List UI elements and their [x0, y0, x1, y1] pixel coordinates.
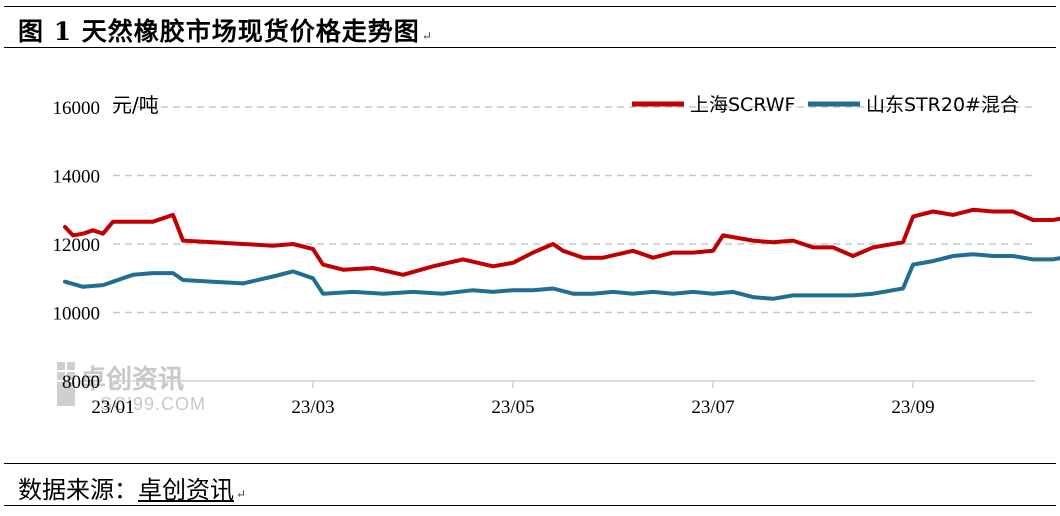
paragraph-mark-icon: ↵: [236, 487, 247, 501]
series-line-shandong: [63, 252, 1060, 301]
y-tick-label: 8000: [62, 372, 100, 393]
title-top-rule: [4, 6, 1056, 7]
legend: 上海SCRWF 山东STR20#混合: [632, 94, 1019, 116]
x-tick-label: 23/03: [291, 397, 334, 418]
watermark-logo-icon: [57, 362, 75, 406]
chart-title: 图 1 天然橡胶市场现货价格走势图: [18, 17, 420, 46]
paragraph-mark-icon: ↵: [421, 29, 433, 43]
y-tick-label: 10000: [53, 304, 101, 325]
x-tick-label: 23/01: [91, 397, 134, 418]
watermark: 卓创资讯 SCI99.COM: [57, 362, 206, 414]
title-bottom-rule: [4, 47, 1056, 48]
y-tick-label: 16000: [53, 98, 101, 119]
legend-label: 山东STR20#混合: [866, 94, 1019, 116]
footer-top-rule: [4, 463, 1056, 464]
x-axis-ticks: 23/0123/0323/0523/0723/0923/1124/0124/03…: [91, 397, 934, 418]
source-prefix: 数据来源：: [18, 476, 138, 504]
series-lines: [63, 207, 1060, 301]
chart-caption: 图 1 天然橡胶市场现货价格走势图 ↵: [18, 12, 433, 48]
y-axis-unit: 元/吨: [112, 93, 159, 117]
x-tick-label: 23/07: [691, 397, 734, 418]
source-link[interactable]: 卓创资讯: [138, 476, 234, 504]
watermark-brand: 卓创资讯: [80, 365, 184, 395]
data-source: 数据来源：卓创资讯 ↵: [18, 470, 246, 505]
x-tick-label: 23/05: [491, 397, 534, 418]
x-axis-tickmarks: [112, 381, 914, 388]
x-tick-label: 23/09: [891, 397, 934, 418]
y-axis-ticks: 8000 10000 12000 14000 16000: [53, 98, 101, 393]
footer-bottom-rule: [4, 505, 1056, 506]
y-tick-label: 12000: [53, 235, 101, 256]
series-line-shanghai: [63, 207, 1060, 277]
y-tick-label: 14000: [53, 167, 101, 188]
price-line-chart: 卓创资讯 SCI99.COM 800010000120001400016000 …: [53, 93, 1060, 418]
legend-label: 上海SCRWF: [690, 94, 795, 116]
watermark-site: SCI99.COM: [100, 394, 206, 414]
